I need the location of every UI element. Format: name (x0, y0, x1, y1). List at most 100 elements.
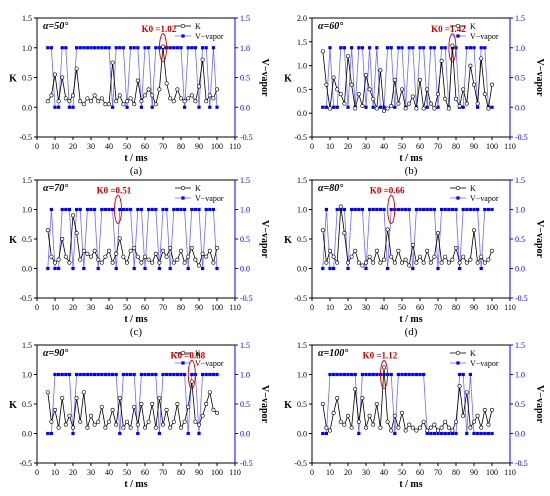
x-tick-label: 0 (310, 468, 314, 477)
v-vapor-point (82, 46, 86, 50)
k-point (186, 254, 191, 259)
v-vapor-point (172, 207, 176, 212)
v-vapor-point (93, 207, 97, 212)
v-vapor-point (335, 372, 339, 377)
k-point (117, 396, 122, 401)
x-tick-label: 30 (362, 468, 370, 477)
k-point (353, 248, 358, 253)
k-point (381, 365, 386, 370)
k-point (479, 56, 484, 61)
v-vapor-point (147, 46, 151, 50)
v-vapor-point (324, 207, 328, 212)
x-tick-label: 50 (123, 303, 131, 312)
k-point (49, 254, 54, 259)
y-tick-label: 1.5 (22, 341, 32, 350)
legend-v-marker (181, 361, 185, 365)
k-point (385, 227, 390, 232)
y-axis-title: K (9, 400, 17, 411)
v-vapor-point (454, 431, 458, 436)
v-vapor-point (440, 431, 444, 436)
k-point (414, 428, 419, 433)
k-point (56, 425, 61, 430)
k-point (74, 396, 79, 401)
x-tick-label: 80 (452, 142, 460, 151)
k-point (457, 260, 462, 265)
y-tick-label: 1.5 (297, 176, 307, 185)
v-vapor-point (450, 431, 454, 436)
v-vapor-point (197, 207, 201, 212)
v-vapor-point (71, 266, 75, 271)
k-point (125, 260, 130, 265)
k-point (67, 413, 72, 418)
v-vapor-point (64, 372, 68, 377)
v-vapor-point (335, 207, 339, 212)
v-vapor-point (472, 46, 476, 50)
k-point (482, 407, 487, 412)
v-vapor-point (197, 431, 201, 436)
k-point (99, 260, 104, 265)
k-point (63, 422, 68, 427)
k-point (193, 99, 198, 104)
v-vapor-point (357, 207, 361, 212)
y2-tick-label: -0.5 (515, 459, 528, 468)
x-tick-label: 70 (434, 468, 442, 477)
k-point (425, 248, 430, 253)
k-point (407, 422, 412, 427)
v-vapor-point (165, 207, 169, 212)
k-point (360, 263, 365, 268)
v-vapor-point (382, 207, 386, 212)
y-axis-title: K (284, 74, 292, 85)
y-tick-label: 1.0 (22, 206, 32, 215)
v-vapor-point (186, 266, 190, 271)
k-point (471, 419, 476, 424)
k0-annotation: K0 =1.02 (142, 24, 177, 34)
v-vapor-point (82, 266, 86, 271)
v-vapor-point (353, 372, 357, 377)
y-tick-label: 1.5 (22, 14, 32, 23)
v-vapor-point (454, 207, 458, 212)
v-vapor-point (321, 266, 325, 271)
k-point (446, 260, 451, 265)
v-vapor-point (129, 207, 133, 212)
v-vapor-point (328, 46, 332, 50)
v-vapor-point (414, 372, 418, 377)
angle-label: α=70° (43, 183, 68, 194)
legend-k-marker (455, 185, 461, 191)
k-point (103, 425, 108, 430)
k-point (67, 260, 72, 265)
y2-tick-label: -0.5 (240, 459, 253, 468)
v-vapor-point (479, 266, 483, 271)
v-vapor-point (93, 372, 97, 377)
k-point (353, 106, 358, 111)
v-vapor-point (53, 372, 57, 377)
v-vapor-point (183, 207, 187, 212)
y-tick-label: 1.0 (22, 371, 32, 380)
k-point (110, 407, 115, 412)
k-point (211, 260, 216, 265)
legend-v-marker (456, 34, 460, 38)
y2-tick-label: 0.0 (515, 103, 525, 112)
v-vapor-point (443, 207, 447, 212)
x-tick-label: 70 (159, 142, 167, 151)
v-vapor-point (465, 431, 469, 436)
v-vapor-point (89, 372, 93, 377)
v-vapor-point (339, 46, 343, 50)
x-tick-label: 80 (177, 468, 185, 477)
k-point (52, 260, 57, 265)
v-vapor-point (335, 105, 339, 109)
angle-label: α=50° (43, 21, 68, 32)
v-vapor-point (197, 105, 201, 109)
v-vapor-point (204, 372, 208, 377)
v-vapor-point (190, 372, 194, 377)
v-vapor-point (60, 372, 64, 377)
v-vapor-point (472, 207, 476, 212)
v-vapor-point (407, 207, 411, 212)
k-point (461, 87, 466, 92)
v-vapor-point (371, 372, 375, 377)
y2-tick-label: 1.5 (240, 341, 250, 350)
k-point (403, 257, 408, 262)
v-vapor-point (407, 46, 411, 50)
v-vapor-point (350, 46, 354, 50)
v-vapor-point (129, 372, 133, 377)
k-point (356, 92, 361, 97)
